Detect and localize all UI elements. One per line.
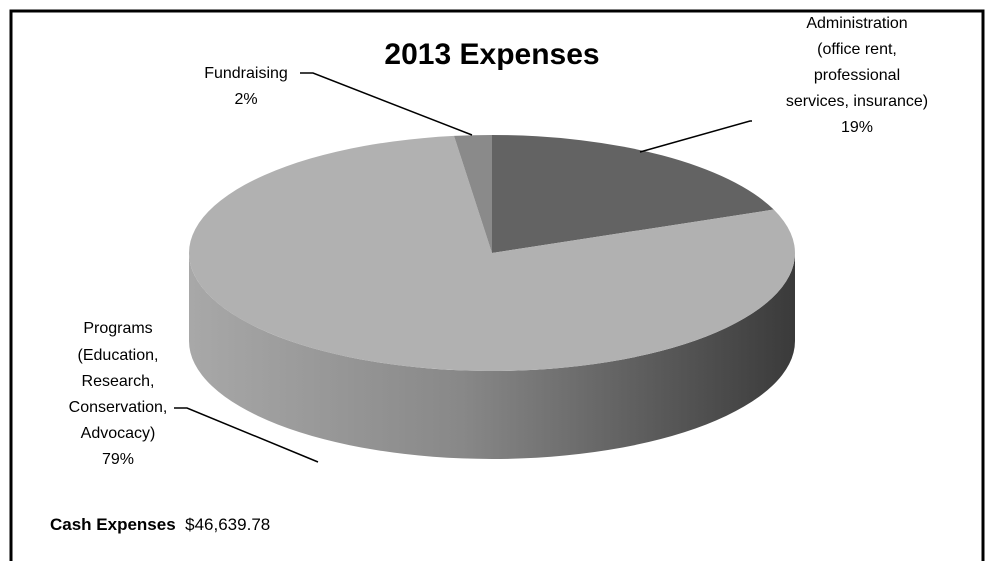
value-label: 2% (234, 91, 257, 108)
chart-border (9, 9, 985, 561)
cash-expenses-label: Cash Expenses (50, 515, 176, 534)
value-label: 79% (102, 451, 134, 468)
data-label-programs: Programs (Education, Research, Conservat… (69, 320, 168, 468)
label-line: Fundraising (204, 65, 288, 82)
pie-slice-programs (188, 135, 795, 371)
label-line: Advocacy) (81, 425, 156, 442)
label-line: Conservation, (69, 399, 168, 416)
cash-expenses-amount: $46,639.78 (185, 515, 270, 534)
pie-slices (188, 135, 795, 371)
label-line: Programs (83, 320, 152, 337)
data-label-administration: Administration (office rent, professiona… (786, 15, 928, 136)
label-line: Research, (82, 373, 155, 390)
cash-expenses-line: Cash Expenses $46,639.78 (50, 515, 270, 534)
pie-slice-fundraising (454, 135, 492, 253)
value-label: 19% (841, 119, 873, 136)
leader-line-administration (639, 120, 752, 153)
label-line: professional (814, 67, 900, 84)
data-label-fundraising: Fundraising 2% (204, 65, 288, 108)
chart-title: 2013 Expenses (384, 38, 599, 71)
leader-line-fundraising (300, 72, 473, 136)
label-line: Administration (806, 15, 907, 32)
pie-side (189, 253, 795, 459)
pie-slice-administration (492, 135, 774, 253)
leader-line-programs (174, 407, 319, 463)
label-line: (Education, (78, 347, 159, 364)
label-line: (office rent, (817, 41, 897, 58)
label-line: services, insurance) (786, 93, 928, 110)
